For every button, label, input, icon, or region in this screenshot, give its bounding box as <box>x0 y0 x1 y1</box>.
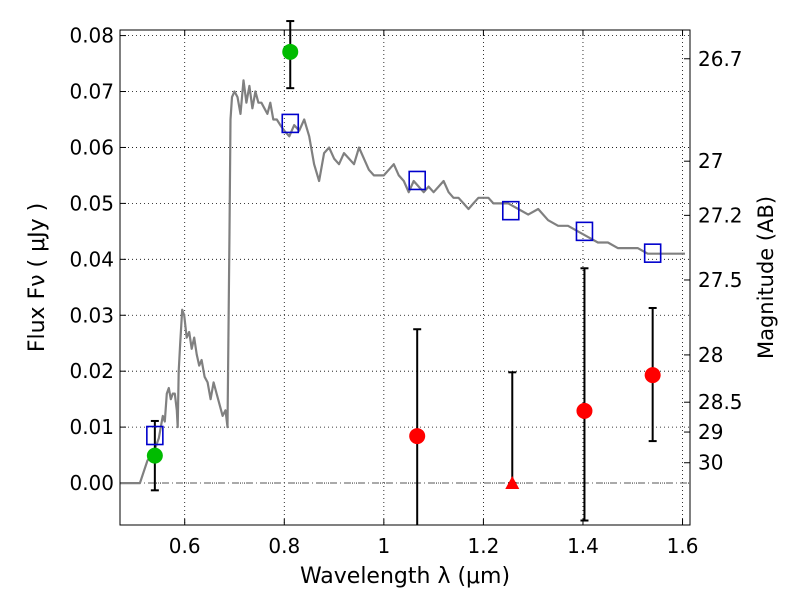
y-tick-label: 0.01 <box>69 415 114 439</box>
model-sed-line <box>120 79 685 485</box>
plot-frame <box>119 29 691 526</box>
y-tick-label: 0.02 <box>69 359 114 383</box>
x-tick-label: 0.6 <box>169 534 201 558</box>
upper-limit-triangle <box>505 476 520 490</box>
markers <box>146 43 662 490</box>
nondetection-point <box>576 402 593 419</box>
model-photometry-square <box>501 200 520 221</box>
y-tick-label: 0.05 <box>69 191 114 215</box>
magnitude-tick-label: 27.2 <box>698 203 743 227</box>
model-photometry-square <box>146 425 164 446</box>
nondetection-point <box>644 367 661 384</box>
x-axis-label: Wavelength λ (μm) <box>300 564 510 589</box>
y-tick-label: 0.06 <box>69 135 114 159</box>
y-tick-label: 0.03 <box>69 303 114 327</box>
magnitude-axis-label: Magnitude (AB) <box>754 196 778 359</box>
magnitude-tick-label: 27.5 <box>698 268 743 292</box>
x-tick-label: 1.4 <box>567 534 599 558</box>
nondetection-point <box>409 428 426 445</box>
magnitude-tick-label: 30 <box>698 451 723 475</box>
x-axis-ticks: 0.6 0.8 1 1.2 1.4 1.6 <box>169 30 699 558</box>
magnitude-tick-label: 29 <box>698 420 723 444</box>
detection-point <box>282 43 299 60</box>
magnitude-axis-ticks: 26.7 27 27.2 27.5 28 28.5 29 30 <box>684 47 743 475</box>
magnitude-tick-label: 26.7 <box>698 47 743 71</box>
y-tick-label: 0.04 <box>69 247 114 271</box>
magnitude-tick-label: 28.5 <box>698 390 743 414</box>
model-photometry-square <box>575 221 594 242</box>
model-photometry-square <box>643 243 662 263</box>
x-tick-label: 1.6 <box>667 534 699 558</box>
x-tick-label: 1 <box>377 534 390 558</box>
model-photometry-square <box>408 170 426 191</box>
model-photometry-square <box>281 113 300 134</box>
y-axis-label: Flux Fν ( μJy ) <box>25 203 50 352</box>
magnitude-tick-label: 27 <box>698 149 723 173</box>
x-tick-label: 0.8 <box>268 534 300 558</box>
error-bars <box>150 20 657 525</box>
y-axis-ticks: 0.00 0.01 0.02 0.03 0.04 0.05 0.06 0.07 0.08 <box>69 24 126 495</box>
y-tick-label: 0.00 <box>69 471 114 495</box>
x-tick-label: 1.2 <box>467 534 499 558</box>
y-tick-label: 0.07 <box>69 80 114 104</box>
magnitude-tick-label: 28 <box>698 343 723 367</box>
y-tick-label: 0.08 <box>69 24 114 48</box>
grid <box>120 30 690 525</box>
detection-point <box>146 447 163 464</box>
